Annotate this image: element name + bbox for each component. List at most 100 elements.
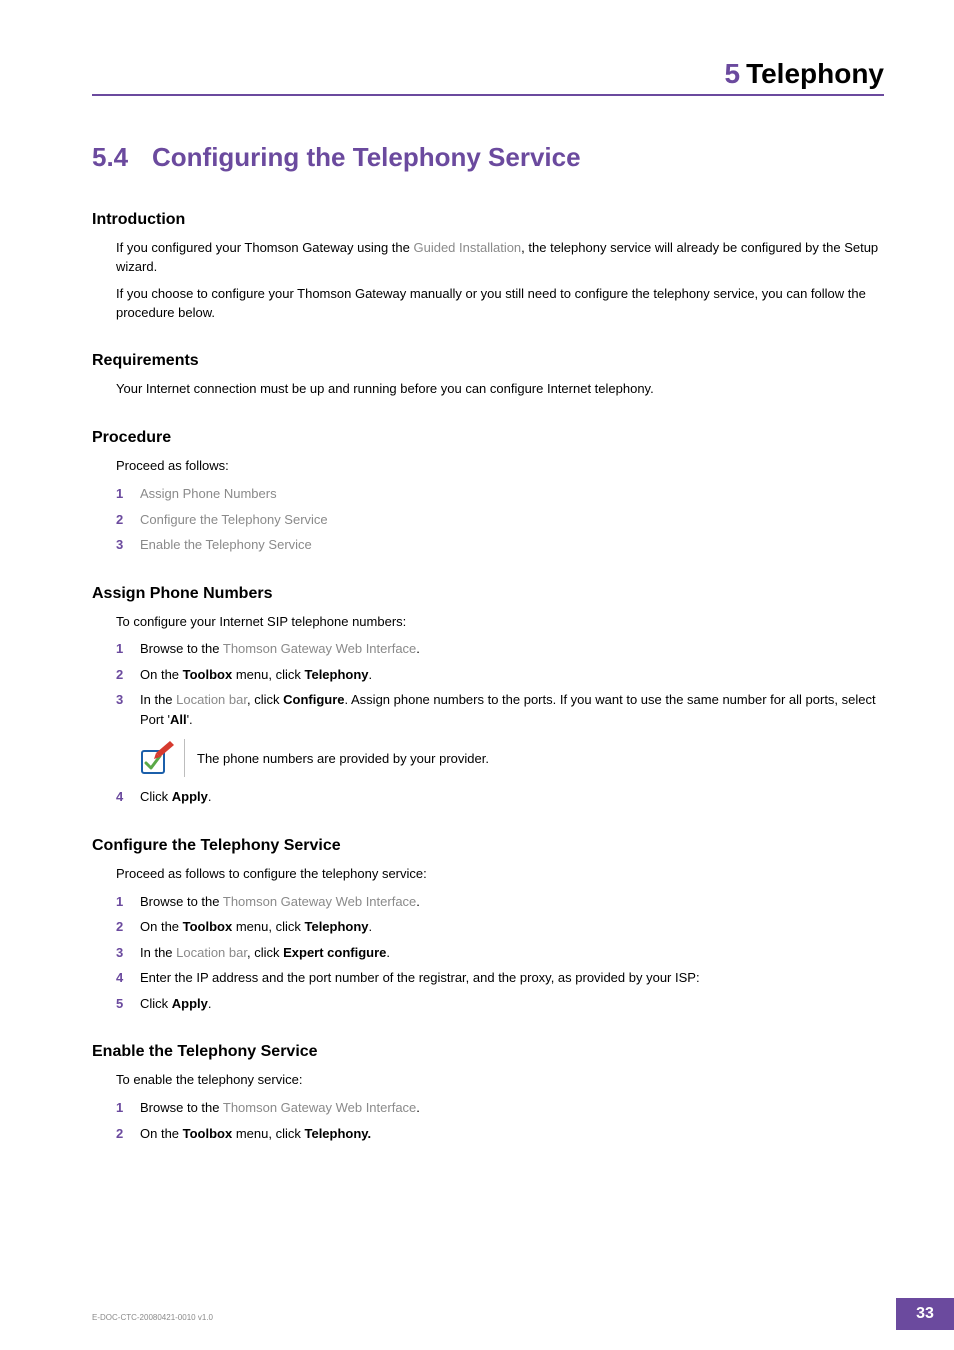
enable-s2-b2: Telephony.: [304, 1126, 371, 1141]
procedure-item-2: 2 Configure the Telephony Service: [116, 510, 884, 530]
gateway-web-interface-link[interactable]: Thomson Gateway Web Interface: [223, 894, 416, 909]
chapter-header: 5Telephony: [92, 58, 884, 90]
list-number: 4: [116, 787, 123, 807]
procedure-item-3: 3 Enable the Telephony Service: [116, 535, 884, 555]
configure-s2-b2: Telephony: [304, 919, 368, 934]
configure-s2-pre: On the: [140, 919, 183, 934]
configure-heading: Configure the Telephony Service: [92, 837, 884, 855]
location-bar-link[interactable]: Location bar: [176, 945, 247, 960]
section-number: 5.4: [92, 142, 152, 173]
assign-s2-after: .: [369, 667, 373, 682]
requirements-block: Requirements Your Internet connection mu…: [92, 352, 884, 399]
list-number: 1: [116, 639, 123, 659]
assign-s2-pre: On the: [140, 667, 183, 682]
assign-heading: Assign Phone Numbers: [92, 585, 884, 603]
gateway-web-interface-link[interactable]: Thomson Gateway Web Interface: [223, 641, 416, 656]
enable-heading: Enable the Telephony Service: [92, 1043, 884, 1061]
procedure-list: 1 Assign Phone Numbers 2 Configure the Tel…: [116, 484, 884, 555]
enable-s1-before: Browse to the: [140, 1100, 223, 1115]
assign-lead: To configure your Internet SIP telephone…: [116, 613, 884, 632]
configure-s2-b1: Toolbox: [183, 919, 233, 934]
gateway-web-interface-link[interactable]: Thomson Gateway Web Interface: [223, 1100, 416, 1115]
intro-p1: If you configured your Thomson Gateway u…: [116, 239, 884, 277]
assign-step-3: 3 In the Location bar, click Configure. …: [116, 690, 884, 729]
assign-step-1: 1 Browse to the Thomson Gateway Web Inte…: [116, 639, 884, 659]
procedure-heading: Procedure: [92, 429, 884, 447]
requirements-p1: Your Internet connection must be up and …: [116, 380, 884, 399]
assign-s3-mid1: , click: [247, 692, 283, 707]
assign-s2-b2: Telephony: [304, 667, 368, 682]
assign-s1-after: .: [416, 641, 420, 656]
configure-step-4: 4 Enter the IP address and the port numb…: [116, 968, 884, 988]
list-number: 2: [116, 917, 123, 937]
intro-block: Introduction If you configured your Thom…: [92, 211, 884, 322]
configure-s3-mid: , click: [247, 945, 283, 960]
enable-lead: To enable the telephony service:: [116, 1071, 884, 1090]
assign-s1-before: Browse to the: [140, 641, 223, 656]
requirements-heading: Requirements: [92, 352, 884, 370]
enable-list: 1 Browse to the Thomson Gateway Web Inte…: [116, 1098, 884, 1143]
configure-s3-b1: Expert configure: [283, 945, 386, 960]
procedure-item-1: 1 Assign Phone Numbers: [116, 484, 884, 504]
assign-s3-b1: Configure: [283, 692, 344, 707]
assign-list: 1 Browse to the Thomson Gateway Web Inte…: [116, 639, 884, 729]
configure-step-2: 2 On the Toolbox menu, click Telephony.: [116, 917, 884, 937]
list-number: 5: [116, 994, 123, 1014]
configure-s1-after: .: [416, 894, 420, 909]
procedure-block: Procedure Proceed as follows: 1 Assign Ph…: [92, 429, 884, 554]
list-number: 3: [116, 690, 123, 710]
configure-s5-pre: Click: [140, 996, 172, 1011]
header-rule: [92, 94, 884, 96]
enable-s1-after: .: [416, 1100, 420, 1115]
assign-s4-pre: Click: [140, 789, 172, 804]
list-number: 1: [116, 892, 123, 912]
intro-p2: If you choose to configure your Thomson …: [116, 285, 884, 323]
section-title: 5.4Configuring the Telephony Service: [92, 142, 884, 173]
list-number: 1: [116, 484, 123, 504]
configure-list: 1 Browse to the Thomson Gateway Web Inte…: [116, 892, 884, 1014]
list-number: 4: [116, 968, 123, 988]
checkmark-pencil-icon: [140, 741, 176, 775]
configure-s2-after: .: [369, 919, 373, 934]
enable-s2-mid: menu, click: [232, 1126, 304, 1141]
assign-s4-b1: Apply: [172, 789, 208, 804]
configure-lead: Proceed as follows to configure the tele…: [116, 865, 884, 884]
assign-s2-b1: Toolbox: [183, 667, 233, 682]
enable-step-1: 1 Browse to the Thomson Gateway Web Inte…: [116, 1098, 884, 1118]
enable-step-2: 2 On the Toolbox menu, click Telephony.: [116, 1124, 884, 1144]
footer-docid: E-DOC-CTC-20080421-0010 v1.0: [92, 1313, 213, 1322]
enable-s2-b1: Toolbox: [183, 1126, 233, 1141]
intro-heading: Introduction: [92, 211, 884, 229]
configure-s2-mid: menu, click: [232, 919, 304, 934]
location-bar-link[interactable]: Location bar: [176, 692, 247, 707]
configure-s3-after: .: [386, 945, 390, 960]
intro-p1-before: If you configured your Thomson Gateway u…: [116, 240, 413, 255]
assign-list-2: 4 Click Apply.: [116, 787, 884, 807]
configure-s3-pre: In the: [140, 945, 176, 960]
procedure-link-configure[interactable]: Configure the Telephony Service: [140, 512, 328, 527]
list-number: 2: [116, 510, 123, 530]
configure-step-3: 3 In the Location bar, click Expert conf…: [116, 943, 884, 963]
footer-page-number: 33: [896, 1298, 954, 1330]
assign-step-4: 4 Click Apply.: [116, 787, 884, 807]
list-number: 2: [116, 1124, 123, 1144]
note-row: The phone numbers are provided by your p…: [140, 739, 884, 777]
enable-block: Enable the Telephony Service To enable t…: [92, 1043, 884, 1143]
assign-block: Assign Phone Numbers To configure your I…: [92, 585, 884, 807]
page-footer: E-DOC-CTC-20080421-0010 v1.0 33: [0, 1298, 954, 1330]
assign-s3-b2: All: [170, 712, 187, 727]
list-number: 2: [116, 665, 123, 685]
procedure-link-enable[interactable]: Enable the Telephony Service: [140, 537, 312, 552]
enable-s2-pre: On the: [140, 1126, 183, 1141]
procedure-lead: Proceed as follows:: [116, 457, 884, 476]
configure-s4-text: Enter the IP address and the port number…: [140, 970, 700, 985]
procedure-link-assign[interactable]: Assign Phone Numbers: [140, 486, 277, 501]
guided-installation-link[interactable]: Guided Installation: [413, 240, 521, 255]
assign-s3-pre: In the: [140, 692, 176, 707]
note-separator: [184, 739, 185, 777]
configure-s5-after: .: [208, 996, 212, 1011]
list-number: 3: [116, 535, 123, 555]
list-number: 3: [116, 943, 123, 963]
configure-s5-b1: Apply: [172, 996, 208, 1011]
assign-s2-mid: menu, click: [232, 667, 304, 682]
